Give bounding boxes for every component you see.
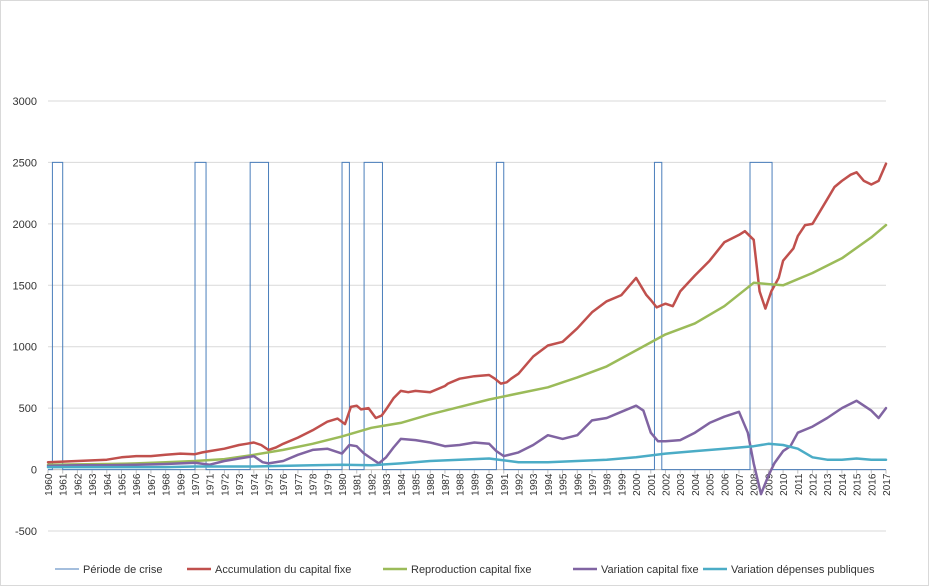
series-lines xyxy=(46,161,888,496)
x-tick-label: 1971 xyxy=(206,473,217,496)
y-tick-label: 3000 xyxy=(13,96,37,108)
legend-label-variation-depenses-publiques: Variation dépenses publiques xyxy=(731,564,875,576)
x-tick-label: 1969 xyxy=(176,473,187,496)
x-tick-label: 1966 xyxy=(132,473,143,496)
x-axis-ticks: 1960 1961 1962 1963 1964 1965 1966 1967 1968 1969… xyxy=(44,469,893,496)
x-tick-label: 1984 xyxy=(397,473,408,496)
x-tick-label: 1970 xyxy=(191,473,202,496)
x-tick-label: 2003 xyxy=(676,473,687,496)
y-axis-ticks: -500 0 500 1000 1500 2000 2500 3000 xyxy=(13,96,37,538)
y-tick-label: 1000 xyxy=(13,342,37,354)
x-tick-label: 1986 xyxy=(426,473,437,496)
x-tick-label: 1995 xyxy=(559,473,570,496)
series-variation-depenses-publiques xyxy=(46,442,888,469)
x-tick-label: 2016 xyxy=(867,473,878,496)
x-tick-label: 1998 xyxy=(603,473,614,496)
series-periode-de-crise xyxy=(48,161,886,471)
x-tick-label: 2010 xyxy=(779,473,790,496)
x-tick-label: 1961 xyxy=(59,473,70,496)
x-tick-label: 1982 xyxy=(367,473,378,496)
x-tick-label: 1997 xyxy=(588,473,599,496)
y-tick-label: 500 xyxy=(19,403,37,415)
x-tick-label: 1964 xyxy=(103,473,114,496)
x-tick-label: 2004 xyxy=(691,473,702,496)
x-tick-label: 1987 xyxy=(441,473,452,496)
legend-label-reproduction-capital-fixe: Reproduction capital fixe xyxy=(411,564,531,576)
x-tick-label: 1991 xyxy=(500,473,511,496)
x-tick-label: 1980 xyxy=(338,473,349,496)
x-tick-label: 2011 xyxy=(794,473,805,495)
x-tick-label: 1974 xyxy=(250,473,261,496)
y-tick-label: 2500 xyxy=(13,157,37,169)
x-tick-label: 2000 xyxy=(632,473,643,496)
x-tick-label: 1975 xyxy=(265,473,276,496)
x-tick-label: 1962 xyxy=(73,473,84,496)
x-tick-label: 2002 xyxy=(661,473,672,496)
x-tick-label: 1979 xyxy=(323,473,334,496)
legend-label-periode-de-crise: Période de crise xyxy=(83,564,163,576)
y-tick-label: 2000 xyxy=(13,219,37,231)
x-tick-label: 1983 xyxy=(382,473,393,496)
x-tick-label: 1989 xyxy=(470,473,481,496)
x-tick-label: 1967 xyxy=(147,473,158,496)
y-tick-label: -500 xyxy=(15,526,37,538)
y-tick-label: 1500 xyxy=(13,280,37,292)
x-tick-label: 2017 xyxy=(882,473,893,496)
x-tick-label: 1972 xyxy=(220,473,231,496)
x-tick-label: 2001 xyxy=(647,473,658,496)
x-tick-label: 1993 xyxy=(529,473,540,496)
x-tick-label: 1963 xyxy=(88,473,99,496)
x-tick-label: 1973 xyxy=(235,473,246,496)
legend-label-accumulation-du-capital-fixe: Accumulation du capital fixe xyxy=(215,564,351,576)
x-tick-label: 2008 xyxy=(750,473,761,496)
x-tick-label: 1990 xyxy=(485,473,496,496)
series-variation-capital-fixe xyxy=(46,399,888,496)
x-tick-label: 2005 xyxy=(706,473,717,496)
x-tick-label: 2015 xyxy=(853,473,864,496)
x-tick-label: 2007 xyxy=(735,473,746,496)
legend-label-variation-capital-fixe: Variation capital fixe xyxy=(601,564,699,576)
x-tick-label: 1968 xyxy=(162,473,173,496)
x-tick-label: 1981 xyxy=(353,473,364,496)
x-tick-label: 1977 xyxy=(294,473,305,496)
y-tick-label: 0 xyxy=(31,465,37,477)
x-tick-label: 1996 xyxy=(573,473,584,496)
x-tick-label: 1988 xyxy=(456,473,467,496)
x-tick-label: 1985 xyxy=(412,473,423,496)
x-tick-label: 1999 xyxy=(617,473,628,496)
legend: Période de crise Accumulation du capital … xyxy=(55,564,875,576)
x-tick-label: 1960 xyxy=(44,473,55,496)
x-tick-label: 1978 xyxy=(309,473,320,496)
x-tick-label: 2006 xyxy=(720,473,731,496)
x-tick-label: 2013 xyxy=(823,473,834,496)
x-tick-label: 1976 xyxy=(279,473,290,496)
series-reproduction-capital-fixe xyxy=(46,223,888,466)
x-tick-label: 1994 xyxy=(544,473,555,496)
x-tick-label: 2014 xyxy=(838,473,849,496)
x-tick-label: 1965 xyxy=(118,473,129,496)
x-tick-label: 2012 xyxy=(808,473,819,496)
x-tick-label: 1992 xyxy=(514,473,525,496)
x-tick-label: 2009 xyxy=(764,473,775,496)
